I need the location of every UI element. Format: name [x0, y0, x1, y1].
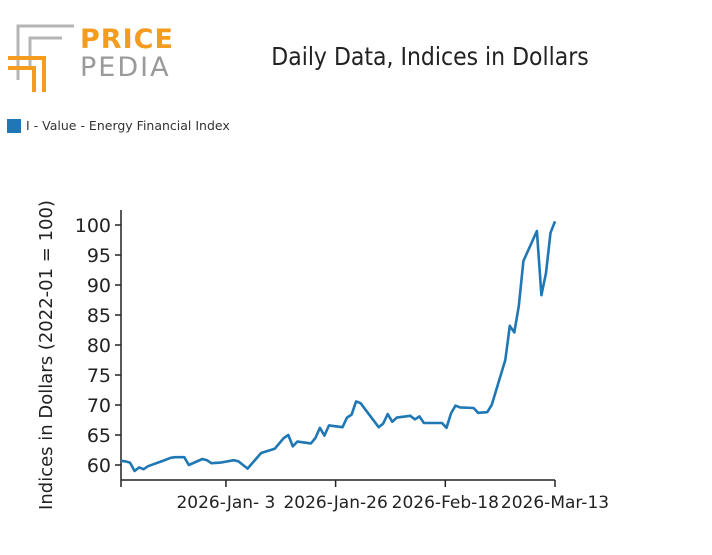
- y-tick-label: 60: [87, 455, 111, 477]
- y-tick-label: 90: [87, 275, 111, 297]
- y-axis-title: Indices in Dollars (2022-01 = 100): [36, 200, 57, 510]
- chart-legend[interactable]: I - Value - Energy Financial Index: [7, 118, 230, 133]
- chart-marks: [120, 220, 557, 473]
- x-tick-label: 2026-Feb-18: [392, 493, 499, 513]
- y-tick-label: 100: [75, 215, 111, 237]
- legend-swatch: [7, 118, 21, 133]
- chart-axes: 60 65 70 75 80 85 90 95 100 2026-Jan- 3 2026-Jan-2…: [36, 200, 609, 513]
- chart-title: Daily Data, Indices in Dollars: [271, 42, 589, 71]
- y-tick-label: 75: [87, 365, 111, 387]
- logo-word-price: PRICE: [80, 24, 174, 55]
- y-tick-label: 80: [87, 335, 111, 357]
- y-tick-label: 65: [87, 425, 111, 447]
- y-tick-label: 85: [87, 305, 111, 327]
- legend-label: I - Value - Energy Financial Index: [26, 118, 230, 133]
- y-tick-label: 95: [87, 245, 111, 267]
- pricepedia-logo: PRICE PEDIA: [8, 22, 173, 92]
- x-tick-label: 2026-Mar-13: [501, 493, 609, 513]
- x-tick-label: 2026-Jan-26: [283, 493, 387, 513]
- logo-mark-icon: [8, 24, 74, 92]
- y-tick-label: 70: [87, 395, 111, 417]
- series-line-0: [120, 220, 557, 473]
- logo-word-pedia: PEDIA: [80, 52, 171, 83]
- x-tick-label: 2026-Jan- 3: [176, 493, 275, 513]
